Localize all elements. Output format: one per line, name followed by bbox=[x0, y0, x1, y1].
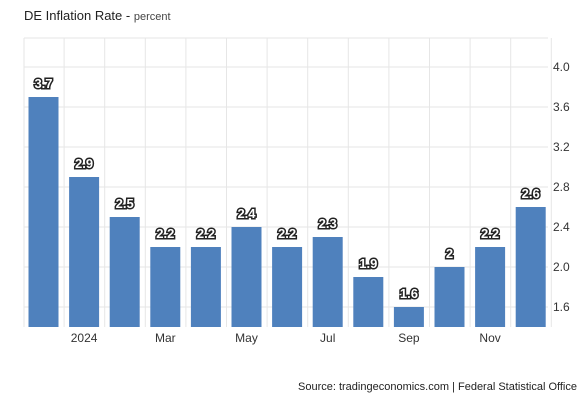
bar[interactable] bbox=[28, 97, 59, 327]
x-tick-label: Nov bbox=[479, 331, 500, 345]
data-label: 2.2 bbox=[197, 226, 215, 241]
chart-title-text: DE Inflation Rate bbox=[24, 8, 123, 23]
x-tick-label: Sep bbox=[398, 331, 420, 345]
y-tick-label: 2.0 bbox=[553, 260, 570, 274]
y-tick-label: 2.4 bbox=[553, 220, 570, 234]
bar[interactable] bbox=[109, 217, 140, 327]
y-axis-tick-labels: 1.6 2.0 2.4 2.8 3.2 3.6 4.0 bbox=[553, 60, 570, 314]
data-labels: 3.7 2.9 2.5 2.2 2.2 2.4 2.2 2.3 1.9 1.6 2 2.2 2.6 bbox=[33, 75, 541, 303]
data-label: 2.9 bbox=[75, 156, 93, 171]
x-tick-label: 2024 bbox=[71, 331, 98, 345]
data-label: 1.9 bbox=[359, 256, 377, 271]
data-label: 2.2 bbox=[156, 226, 174, 241]
bar[interactable] bbox=[475, 247, 506, 327]
y-tick-label: 4.0 bbox=[553, 60, 570, 74]
data-label: 2.2 bbox=[278, 226, 296, 241]
bar[interactable] bbox=[393, 307, 424, 327]
bar[interactable] bbox=[515, 207, 546, 327]
y-tick-label: 2.8 bbox=[553, 180, 570, 194]
bar[interactable] bbox=[69, 177, 100, 327]
bars bbox=[28, 97, 546, 327]
x-tick-label: May bbox=[235, 331, 258, 345]
bar[interactable] bbox=[150, 247, 181, 327]
y-tick-label: 3.2 bbox=[553, 140, 570, 154]
chart-title: DE Inflation Rate - percent bbox=[24, 8, 171, 23]
chart-subtitle: percent bbox=[133, 11, 171, 23]
y-tick-label: 3.6 bbox=[553, 100, 570, 114]
source-note: Source: tradingeconomics.com | Federal S… bbox=[298, 381, 577, 393]
data-label: 2.5 bbox=[116, 196, 134, 211]
bar[interactable] bbox=[312, 237, 343, 327]
data-label: 2.2 bbox=[481, 226, 499, 241]
data-label: 2.6 bbox=[522, 186, 540, 201]
bar[interactable] bbox=[434, 267, 465, 327]
bar[interactable] bbox=[272, 247, 303, 327]
data-label: 1.6 bbox=[400, 286, 418, 301]
data-label: 2.3 bbox=[319, 216, 337, 231]
y-tick-label: 1.6 bbox=[553, 300, 570, 314]
bar[interactable] bbox=[231, 227, 262, 327]
data-label: 2.4 bbox=[237, 206, 256, 221]
grid-lines bbox=[23, 37, 552, 327]
bar[interactable] bbox=[353, 277, 384, 327]
data-label: 2 bbox=[446, 246, 453, 261]
x-tick-label: Mar bbox=[155, 331, 176, 345]
x-axis-tick-labels: 2024 Mar May Jul Sep Nov bbox=[71, 331, 501, 345]
data-label: 3.7 bbox=[34, 76, 52, 91]
x-tick-label: Jul bbox=[320, 331, 335, 345]
bar[interactable] bbox=[190, 247, 221, 327]
